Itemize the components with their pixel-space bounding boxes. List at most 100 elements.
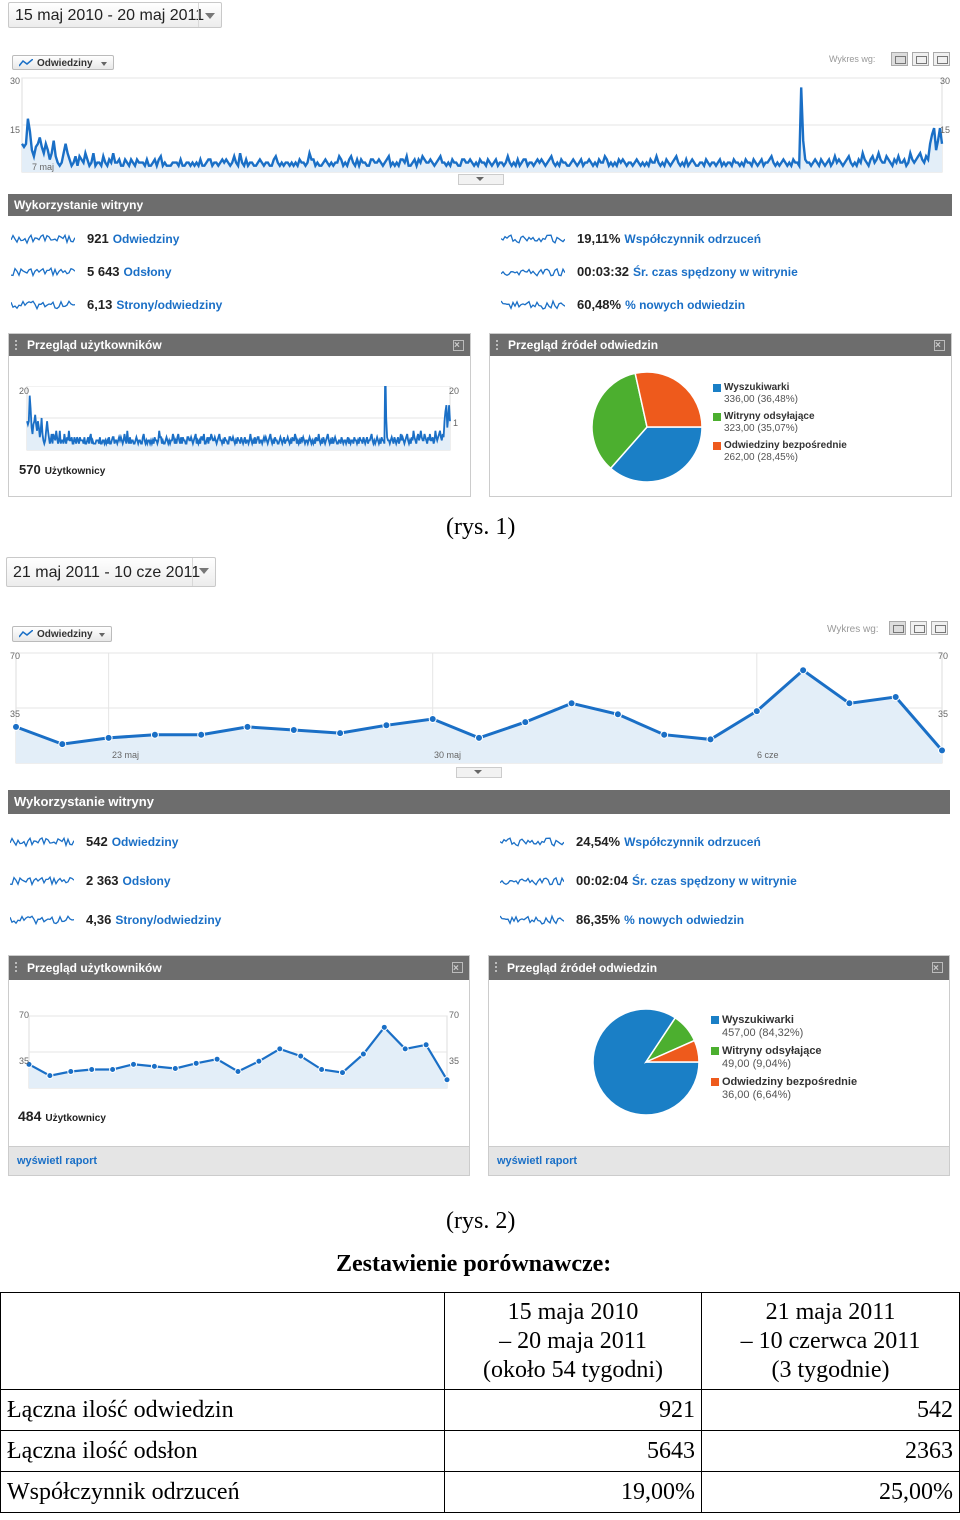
row-label: Łączna ilość odsłon [0, 1430, 445, 1472]
period-2-value: 25,00% [701, 1471, 960, 1513]
data-point [255, 1057, 263, 1065]
row-label: Łączna ilość odwiedzin [0, 1389, 445, 1431]
stat-left[interactable]: 5 643 Odsłony [11, 262, 172, 282]
metric-dropdown[interactable]: Odwiedziny [12, 55, 114, 70]
metric-label: Odwiedziny [37, 629, 93, 640]
stat-label: Współczynnik odrzuceń [624, 232, 762, 246]
sparkline-icon [501, 267, 565, 277]
data-point [799, 666, 808, 675]
stat-value: 5 643 [87, 264, 120, 279]
data-point [192, 1059, 200, 1067]
stat-value: 00:03:32 [577, 264, 630, 279]
sparkline-icon [11, 233, 75, 245]
close-icon[interactable] [452, 957, 463, 981]
date-range-text: 15 maj 2010 - 20 maj 2011 [15, 7, 205, 24]
visits-chart-1: 30 15 30 15 7 maj [8, 70, 952, 180]
view-week-button[interactable] [912, 52, 929, 66]
data-point [382, 721, 391, 730]
y-tick-label: 15 [10, 125, 21, 135]
series-line [26, 386, 451, 447]
stat-value: 2 363 [86, 873, 119, 888]
traffic-sources-panel: Przegląd źródeł odwiedzin Wyszukiwarki33… [489, 333, 952, 497]
drag-handle-icon[interactable] [495, 962, 502, 972]
stat-right[interactable]: 60,48%% nowych odwiedzin [501, 295, 745, 315]
stat-left[interactable]: 542 Odwiedziny [10, 832, 178, 852]
drag-handle-icon[interactable] [496, 340, 503, 350]
view-week-button[interactable] [910, 621, 927, 635]
stat-value: 6,13 [87, 297, 113, 312]
data-point [359, 1050, 367, 1058]
x-tick-label: 30 maj [434, 750, 462, 760]
visits-chart-1-svg [20, 77, 944, 173]
legend-name: Wyszukiwarki [722, 1014, 794, 1026]
stat-right[interactable]: 00:02:04 Śr. czas spędzony w witrynie [500, 871, 797, 891]
chart-by-label: Wykres wg: [827, 624, 879, 635]
legend-item[interactable]: Odwiedziny bezpośrednie 36,00 (6,64%) [711, 1076, 857, 1102]
chart-collapse-handle[interactable] [458, 174, 504, 185]
view-day-button[interactable] [891, 52, 908, 66]
sparkline-path [501, 299, 565, 310]
data-point [67, 1068, 75, 1076]
data-point [276, 1045, 284, 1053]
line-chart-icon [19, 59, 33, 67]
data-point [150, 730, 159, 739]
view-month-button[interactable] [931, 621, 948, 635]
data-point [150, 1062, 158, 1070]
legend-item[interactable]: Wyszukiwarki 457,00 (84,32%) [711, 1014, 857, 1040]
metric-label: Odwiedziny [37, 58, 93, 69]
data-point [521, 718, 530, 727]
data-point [706, 735, 715, 744]
stat-label: Śr. czas spędzony w witrynie [632, 874, 797, 888]
comparison-heading: Zestawienie porównawcze: [336, 1251, 612, 1277]
legend-value: 49,00 (9,04%) [722, 1058, 792, 1070]
y-tick-label: 70 [10, 651, 21, 661]
legend-swatch [711, 1016, 719, 1024]
view-report-link[interactable]: wyświetl raport [9, 1146, 469, 1175]
stat-right[interactable]: 24,54% Współczynnik odrzuceń [500, 832, 761, 852]
view-day-button[interactable] [889, 621, 906, 635]
close-icon[interactable] [453, 335, 464, 357]
stat-right[interactable]: 00:03:32 Śr. czas spędzony w witrynie [501, 262, 798, 282]
chevron-down-icon [99, 633, 105, 640]
chevron-down-icon[interactable] [198, 3, 221, 27]
legend-item[interactable]: Witryny odsyłające 49,00 (9,04%) [711, 1045, 857, 1071]
sources-pie-2 [592, 1008, 700, 1116]
figure-caption: (rys. 1) [446, 514, 516, 540]
date-range-selector[interactable]: 15 maj 2010 - 20 maj 2011 [8, 2, 222, 28]
close-icon[interactable] [932, 957, 943, 981]
drag-handle-icon[interactable] [15, 962, 22, 972]
stat-label: Śr. czas spędzony w witrynie [633, 265, 798, 279]
stat-label: % nowych odwiedzin [624, 913, 745, 927]
stat-value: 00:02:04 [576, 873, 629, 888]
users-total: 570 Użytkownicy [19, 462, 105, 477]
legend-name: Witryny odsyłające [722, 1045, 822, 1057]
close-icon[interactable] [934, 335, 945, 357]
chevron-down-icon [474, 770, 482, 778]
comparison-table: 15 maja 2010 – 20 maja 2011 (około 54 ty… [0, 1292, 960, 1513]
chevron-down-icon[interactable] [192, 558, 215, 586]
view-report-link[interactable]: wyświetl raport [489, 1146, 949, 1175]
visits-chart-2: 70 35 70 35 23 maj 30 maj 6 cze [8, 643, 950, 767]
stat-left[interactable]: 2 363 Odsłony [10, 871, 171, 891]
sparkline-path [500, 876, 564, 886]
pie-slice [591, 372, 648, 470]
stat-left[interactable]: 921 Odwiedziny [11, 229, 179, 249]
y-tick-label: 30 [939, 76, 950, 86]
stat-left[interactable]: 4,36 Strony/odwiedziny [10, 910, 221, 930]
period-2-line: (3 tygodnie) [771, 1356, 890, 1383]
chart-collapse-handle[interactable] [456, 767, 502, 778]
legend-item[interactable]: Wyszukiwarki 336,00 (36,48%) [713, 382, 847, 406]
stat-right[interactable]: 86,35%% nowych odwiedzin [500, 910, 745, 930]
date-range-selector[interactable]: 21 maj 2011 - 10 cze 2011 [6, 557, 216, 587]
view-month-button[interactable] [933, 52, 950, 66]
stat-left[interactable]: 6,13 Strony/odwiedziny [11, 295, 222, 315]
stat-right[interactable]: 19,11% Współczynnik odrzuceń [501, 229, 762, 249]
metric-dropdown[interactable]: Odwiedziny [12, 626, 112, 642]
period-1-line: (około 54 tygodni) [483, 1356, 663, 1383]
drag-handle-icon[interactable] [15, 340, 22, 350]
data-point [660, 730, 669, 739]
pie-slice [645, 1039, 700, 1063]
legend-item[interactable]: Witryny odsyłające 323,00 (35,07%) [713, 411, 847, 435]
legend-item[interactable]: Odwiedziny bezpośrednie 262,00 (28,45%) [713, 440, 847, 464]
data-point [88, 1065, 96, 1073]
